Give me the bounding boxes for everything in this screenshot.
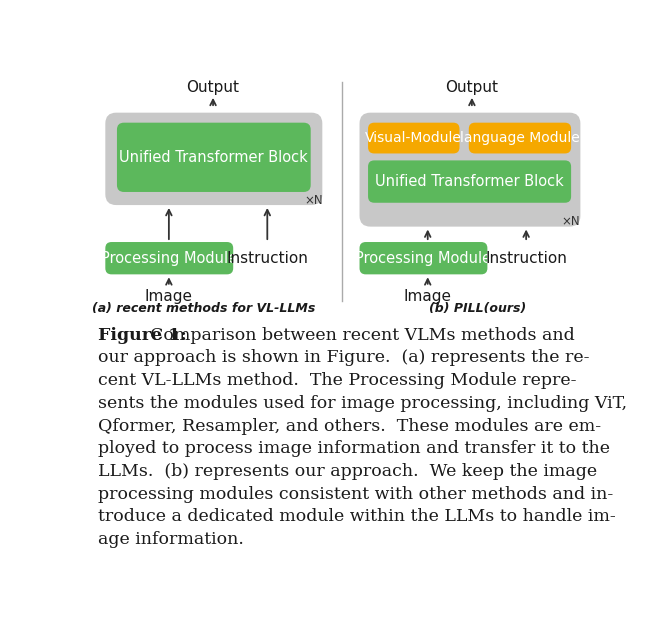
- Text: (a) recent methods for VL-LLMs: (a) recent methods for VL-LLMs: [92, 302, 316, 315]
- Text: Processing Module: Processing Module: [101, 251, 237, 266]
- Text: Instruction: Instruction: [485, 251, 567, 266]
- Text: cent VL-LLMs method.  The Processing Module repre-: cent VL-LLMs method. The Processing Modu…: [98, 372, 576, 389]
- Text: our approach is shown in Figure.  (a) represents the re-: our approach is shown in Figure. (a) rep…: [98, 349, 589, 366]
- Text: Unified Transformer Block: Unified Transformer Block: [120, 150, 308, 165]
- FancyBboxPatch shape: [359, 112, 581, 227]
- Text: Figure 1:: Figure 1:: [98, 327, 192, 344]
- Text: Output: Output: [446, 80, 498, 95]
- Text: (b) PILL(ours): (b) PILL(ours): [429, 302, 527, 315]
- Text: processing modules consistent with other methods and in-: processing modules consistent with other…: [98, 486, 613, 502]
- Text: Instruction: Instruction: [226, 251, 308, 266]
- Text: LLMs.  (b) represents our approach.  We keep the image: LLMs. (b) represents our approach. We ke…: [98, 463, 597, 480]
- Text: ×N: ×N: [562, 214, 581, 227]
- Text: Processing Module: Processing Module: [355, 251, 491, 266]
- FancyBboxPatch shape: [117, 122, 310, 192]
- FancyBboxPatch shape: [359, 242, 488, 274]
- Text: Image: Image: [145, 289, 193, 304]
- Text: ployed to process image information and transfer it to the: ployed to process image information and …: [98, 440, 609, 457]
- FancyBboxPatch shape: [105, 242, 233, 274]
- Text: Comparison between recent VLMs methods and: Comparison between recent VLMs methods a…: [151, 327, 575, 344]
- Text: troduce a dedicated module within the LLMs to handle im-: troduce a dedicated module within the LL…: [98, 509, 615, 525]
- Text: sents the modules used for image processing, including ViT,: sents the modules used for image process…: [98, 395, 627, 412]
- Text: Image: Image: [403, 289, 452, 304]
- FancyBboxPatch shape: [469, 122, 571, 153]
- FancyBboxPatch shape: [368, 161, 571, 203]
- FancyBboxPatch shape: [368, 122, 460, 153]
- Text: language Module: language Module: [460, 131, 580, 145]
- Text: Qformer, Resampler, and others.  These modules are em-: Qformer, Resampler, and others. These mo…: [98, 418, 601, 434]
- Text: Output: Output: [187, 80, 240, 95]
- Text: Unified Transformer Block: Unified Transformer Block: [375, 174, 564, 188]
- Text: Visual-Module: Visual-Module: [365, 131, 462, 145]
- Text: age information.: age information.: [98, 531, 244, 548]
- FancyBboxPatch shape: [105, 112, 322, 205]
- Text: ×N: ×N: [304, 194, 323, 207]
